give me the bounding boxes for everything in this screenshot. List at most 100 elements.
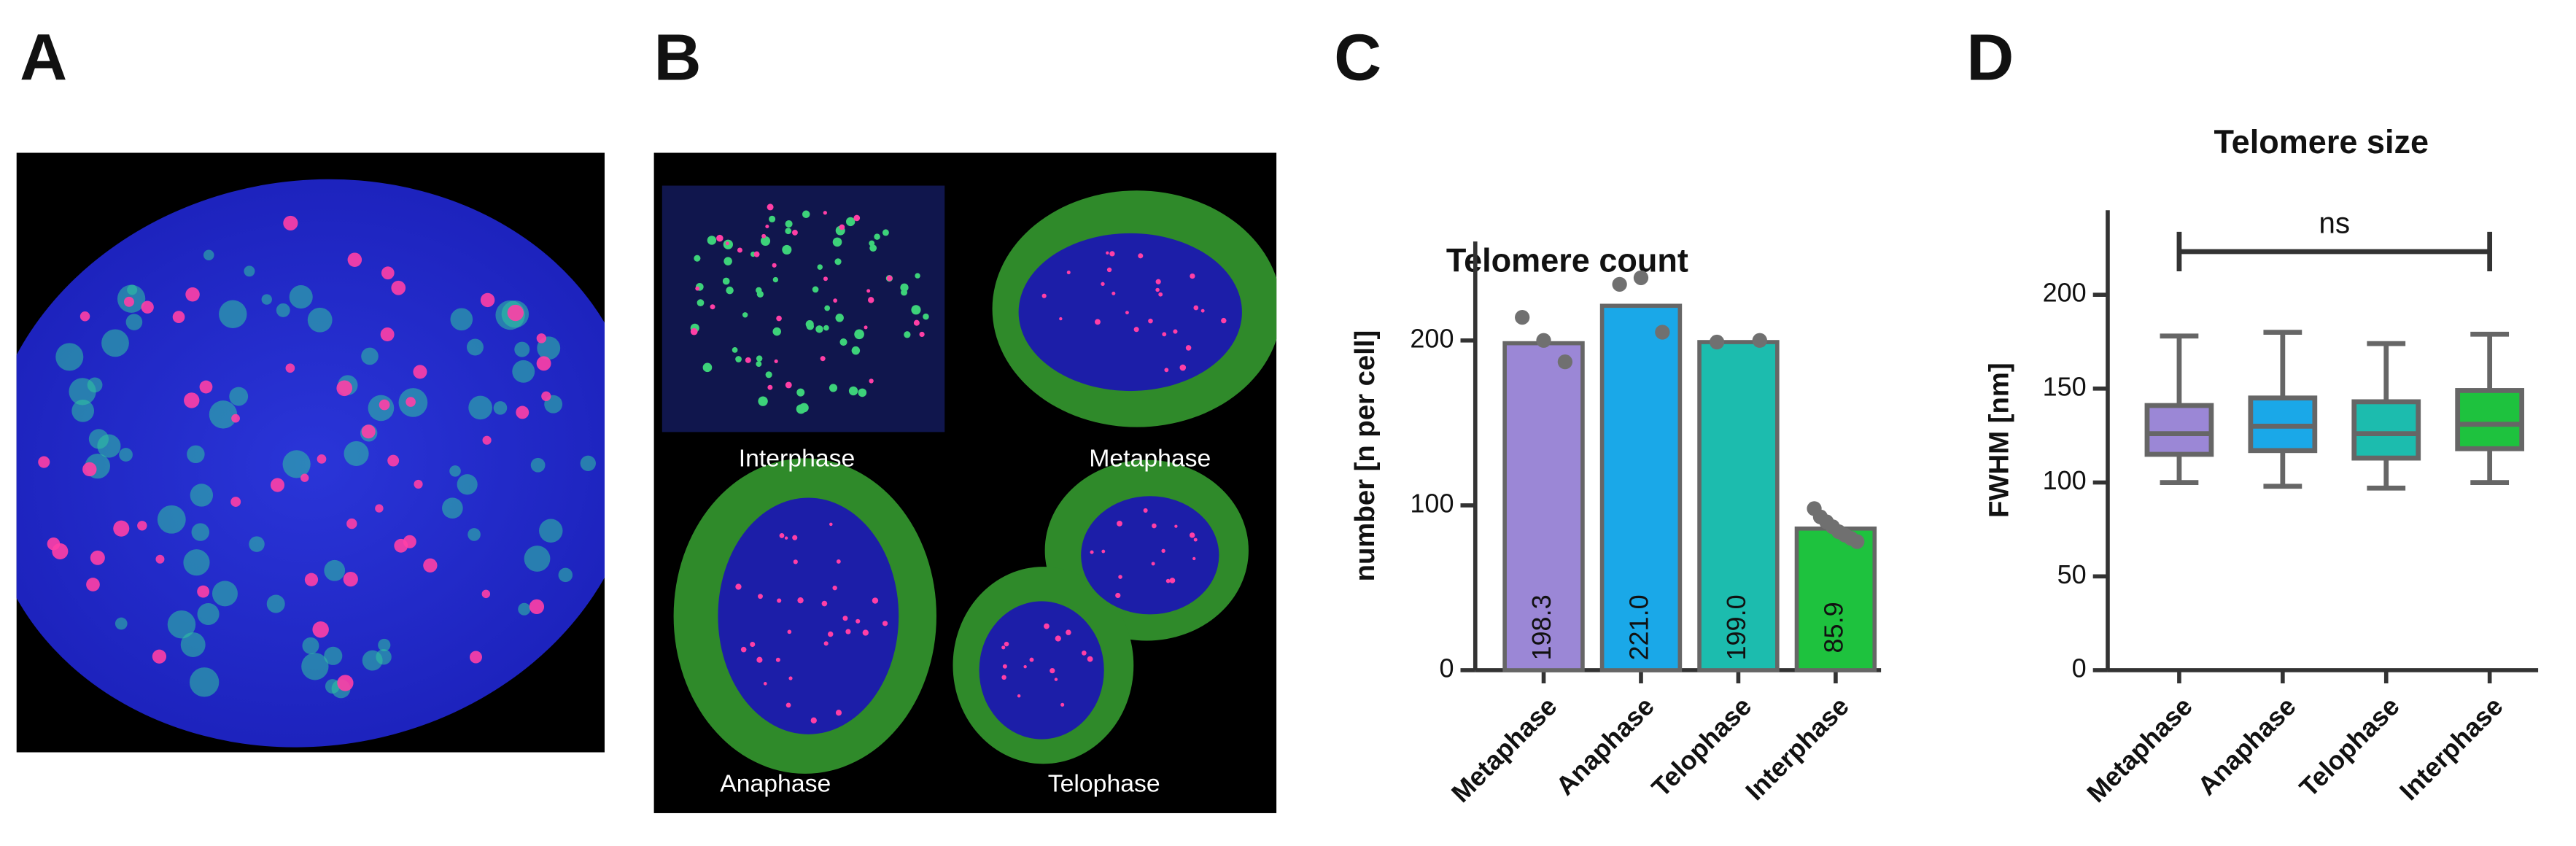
green-focus	[530, 457, 546, 473]
spot	[1002, 664, 1007, 669]
spot	[797, 597, 804, 604]
panel-letter: B	[654, 20, 702, 94]
data-point	[1850, 534, 1865, 549]
spot	[772, 276, 779, 283]
spot	[776, 315, 782, 322]
data-point	[1515, 309, 1530, 325]
spot	[756, 656, 763, 663]
spot	[1185, 345, 1192, 351]
telomere-spot	[529, 599, 545, 615]
micrograph-a	[16, 152, 605, 753]
data-point	[1709, 334, 1725, 350]
y-tick-label: 0	[2072, 653, 2087, 683]
spot	[823, 325, 829, 331]
spot	[1162, 332, 1167, 337]
green-focus	[115, 617, 128, 630]
spot	[1221, 317, 1227, 324]
green-focus	[302, 637, 319, 654]
spot	[1095, 319, 1101, 325]
spot	[695, 286, 700, 291]
green-focus	[87, 377, 103, 393]
spot	[823, 211, 827, 215]
telomere-spot	[172, 311, 185, 323]
spot	[792, 535, 798, 540]
green-focus	[187, 445, 205, 464]
x-tick-label: Telophase	[2294, 691, 2405, 802]
spot	[858, 388, 867, 397]
telomere-spot	[381, 266, 395, 280]
spot	[1161, 548, 1165, 553]
phase-label: Interphase	[739, 445, 856, 473]
data-point	[1752, 333, 1767, 348]
bar	[1599, 303, 1683, 672]
spot	[1050, 667, 1055, 674]
green-focus	[539, 519, 563, 543]
spot	[788, 676, 793, 680]
telomere-spot	[185, 287, 200, 302]
spot	[1125, 311, 1129, 315]
spot	[1029, 657, 1034, 662]
green-focus	[88, 429, 109, 449]
spot	[904, 331, 911, 338]
spot	[1155, 287, 1160, 292]
spot	[823, 276, 828, 282]
spot	[782, 244, 792, 255]
box	[2455, 388, 2525, 451]
spot	[1066, 629, 1071, 635]
telomere-spot	[481, 589, 491, 599]
telomere-spot	[480, 292, 495, 308]
box	[2351, 399, 2421, 461]
spot	[835, 314, 844, 322]
green-focus	[189, 667, 220, 697]
green-focus	[180, 632, 206, 657]
spot	[1189, 532, 1195, 538]
spot	[750, 642, 756, 648]
telomere-spot	[155, 554, 165, 564]
panel-letter: A	[20, 20, 67, 94]
spot	[1133, 327, 1139, 333]
telomere-spot	[337, 675, 354, 691]
spot	[869, 379, 874, 384]
telomere-spot	[86, 578, 100, 591]
spot	[839, 224, 845, 230]
green-focus	[466, 338, 484, 356]
spot	[735, 583, 742, 590]
telomere-spot	[231, 414, 240, 423]
spot	[707, 236, 717, 245]
spot	[827, 631, 834, 637]
green-focus	[457, 474, 478, 495]
green-focus	[325, 679, 340, 694]
cell-chromatin	[718, 497, 899, 734]
spot	[821, 600, 828, 607]
spot	[919, 331, 925, 338]
spot	[1151, 562, 1155, 566]
spot	[802, 210, 810, 219]
spot	[874, 233, 880, 240]
spot	[824, 305, 831, 311]
spot	[835, 710, 842, 716]
y-axis-label: number [n per cell]	[1349, 330, 1381, 582]
x-tick-label: Interphase	[1739, 691, 1855, 806]
spot	[722, 277, 730, 285]
spot	[1190, 273, 1195, 279]
spot	[1200, 308, 1205, 313]
telomere-spot	[283, 215, 298, 230]
x-tick-label: Interphase	[2394, 691, 2509, 806]
phase-label: Anaphase	[720, 770, 831, 798]
y-tick-label: 200	[1410, 323, 1454, 353]
x-tick-label: Metaphase	[2081, 691, 2198, 808]
spot	[758, 396, 768, 406]
spot	[756, 287, 762, 294]
green-focus	[324, 646, 343, 665]
telomere-spot	[346, 518, 357, 529]
telomere-spot	[379, 399, 390, 411]
spot	[767, 203, 774, 211]
telomere-spot	[347, 252, 362, 267]
spot	[792, 229, 798, 236]
green-focus	[219, 300, 247, 329]
spot	[1117, 520, 1122, 527]
nucleus	[16, 179, 605, 748]
telomere-spot	[38, 456, 50, 468]
spot	[777, 598, 782, 603]
